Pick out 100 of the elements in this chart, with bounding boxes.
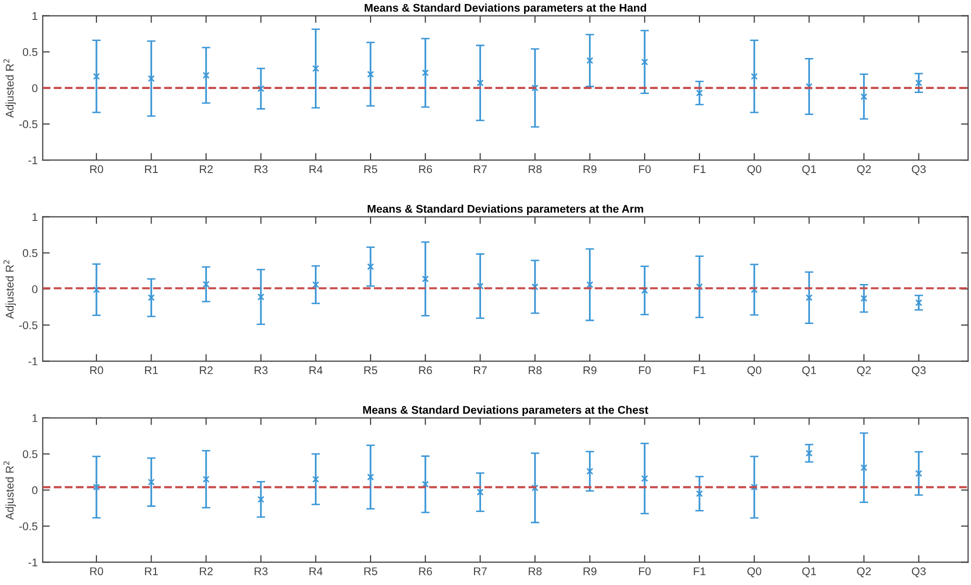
y-tick-label: -0.5: [19, 522, 38, 530]
x-tick-label: R9: [584, 567, 596, 576]
point: [696, 90, 703, 96]
x-tick-label: Q1: [802, 567, 816, 578]
y-tick-label: 0: [32, 84, 38, 92]
x-tick-label: R5: [364, 567, 378, 576]
point: [532, 484, 538, 492]
y-tick-label: -1: [28, 358, 38, 366]
y-tick-label: 0.5: [22, 249, 38, 258]
point: [696, 283, 703, 290]
point: [476, 282, 484, 290]
point: [476, 79, 484, 86]
point: [860, 294, 868, 302]
point: [148, 478, 155, 486]
x-tick-label: R1: [145, 366, 158, 374]
point: [641, 475, 648, 482]
x-tick-label: Q0: [747, 165, 762, 176]
x-tick-label: R0: [90, 366, 104, 374]
x-tick-label: R3: [254, 567, 268, 576]
x-tick-label: R6: [419, 165, 432, 174]
x-tick-label: Q3: [912, 165, 926, 176]
x-tick-label: Q2: [857, 567, 871, 578]
point: [422, 69, 429, 76]
chart-title: Means & Standard Deviations parameters at the Chest: [363, 406, 648, 416]
y-tick-label: -1: [28, 156, 38, 164]
y-axis-title: Adjusted R$^{2}$: [3, 260, 16, 319]
x-tick-label: R7: [474, 567, 487, 576]
point: [806, 83, 813, 90]
y-tick-label: 0: [32, 486, 38, 494]
x-tick-label: Q1: [802, 165, 816, 176]
x-tick-label: Q3: [912, 366, 926, 376]
x-tick-label: R0: [90, 567, 104, 576]
x-tick-label: R9: [584, 165, 596, 174]
point: [148, 75, 155, 82]
point: [312, 64, 320, 72]
x-tick-label: R8: [528, 567, 542, 576]
y-tick-label: 0.5: [22, 450, 38, 458]
point: [202, 476, 210, 483]
point: [92, 286, 100, 294]
point: [202, 280, 210, 288]
point: [312, 281, 320, 288]
point: [476, 488, 484, 496]
x-tick-label: R2: [200, 366, 213, 374]
point: [367, 474, 374, 481]
point: [257, 85, 264, 92]
y-tick-label: -0.5: [19, 321, 38, 330]
x-tick-label: R0: [90, 165, 104, 174]
point: [92, 72, 100, 80]
point: [148, 294, 155, 302]
x-tick-label: R9: [584, 366, 596, 374]
y-tick-label: -1: [28, 558, 38, 566]
point: [92, 484, 100, 491]
point: [915, 470, 922, 477]
point: [586, 468, 594, 475]
x-tick-label: F1: [694, 366, 706, 374]
x-tick-label: R8: [528, 366, 542, 374]
y-axis-title: Adjusted R$^{2}$: [3, 461, 16, 520]
x-tick-label: Q0: [747, 366, 762, 376]
point: [641, 58, 648, 66]
point: [915, 299, 922, 306]
point: [750, 286, 758, 294]
point: [750, 484, 758, 491]
x-tick-label: F1: [694, 567, 706, 576]
x-tick-label: R4: [310, 567, 323, 576]
x-tick-label: Q2: [857, 165, 871, 176]
point: [696, 490, 703, 498]
x-tick-label: F1: [694, 165, 706, 174]
x-tick-label: R4: [310, 165, 323, 174]
point: [806, 294, 813, 302]
x-tick-label: F0: [639, 366, 651, 374]
x-tick-label: Q1: [802, 366, 816, 376]
point: [532, 283, 538, 290]
point: [422, 275, 429, 282]
x-tick-label: Q2: [857, 366, 871, 376]
point: [750, 72, 758, 80]
x-tick-label: R2: [200, 165, 213, 174]
chart-title: Means & Standard Deviations parameters at the Arm: [368, 204, 644, 215]
x-tick-label: R7: [474, 165, 487, 174]
x-tick-label: F0: [639, 165, 651, 174]
y-axis-title: Adjusted R$^{2}$: [3, 59, 16, 118]
x-tick-label: R3: [254, 165, 268, 174]
point: [257, 496, 264, 503]
x-tick-label: F0: [639, 567, 651, 576]
point: [257, 293, 264, 300]
x-tick-label: R2: [200, 567, 213, 576]
x-tick-label: Q3: [912, 567, 926, 578]
point: [806, 450, 813, 457]
x-tick-label: R3: [254, 366, 268, 374]
y-tick-label: 1: [32, 12, 38, 20]
y-tick-label: 1: [32, 414, 38, 422]
x-tick-label: R1: [145, 567, 158, 576]
y-tick-label: 0.5: [22, 48, 38, 56]
point: [422, 480, 429, 488]
x-tick-label: R6: [419, 366, 432, 374]
x-tick-label: R4: [310, 366, 323, 374]
y-tick-label: 1: [32, 213, 38, 221]
y-tick-label: 0: [32, 285, 38, 294]
point: [860, 464, 868, 472]
x-tick-label: R5: [364, 366, 378, 374]
point: [312, 476, 320, 483]
